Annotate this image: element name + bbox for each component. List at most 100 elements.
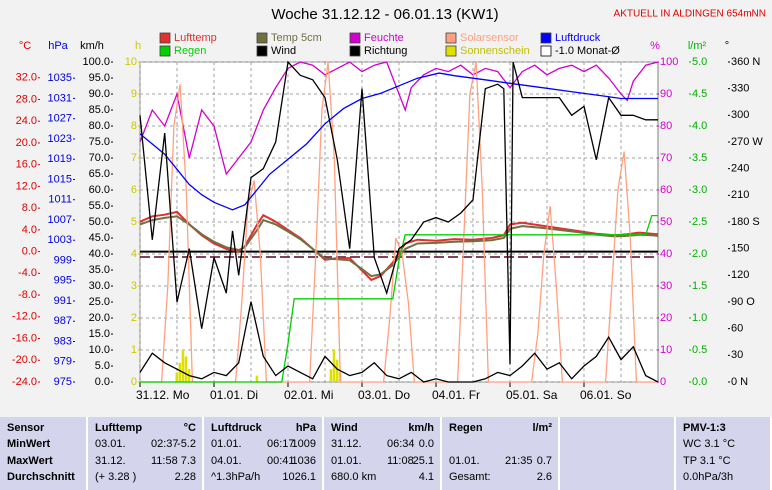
x-tick-label: 01.01. Di	[210, 388, 258, 402]
table-cell: Lufttemp	[95, 422, 143, 434]
legend-swatch	[256, 45, 268, 57]
table-cell: TP 3.1 °C	[683, 454, 731, 467]
y-tick-label: 995	[54, 275, 72, 287]
table-cell: 4.1	[418, 471, 434, 483]
table-cell: 2.28	[174, 471, 196, 483]
y-tick-label: 25.0	[89, 296, 110, 308]
table-cell: 0.0	[418, 438, 434, 450]
table-cell: l/m²	[532, 422, 552, 434]
bar	[255, 375, 259, 382]
table-column	[560, 417, 676, 490]
y-tick-label: 4.5	[692, 88, 707, 100]
y-tick-label: 95.0	[89, 72, 110, 84]
table-cell: 31.12.	[95, 454, 126, 467]
y-tick-label: 85.0	[89, 104, 110, 116]
y-tick-label: 28.0	[16, 93, 37, 105]
axis-title: l/m²	[688, 40, 707, 52]
y-tick-label: 1.5	[692, 280, 707, 292]
table-cell: 01.01.	[331, 454, 362, 467]
y-tick-label: 80.0	[89, 120, 110, 132]
y-tick-label: -4.0	[18, 267, 37, 279]
y-tick-label: 15.0	[89, 328, 110, 340]
x-tick-label: 06.01. So	[580, 388, 632, 402]
table-column	[442, 417, 560, 490]
y-tick-label: 60	[660, 184, 672, 196]
y-tick-label: 1011	[48, 194, 72, 206]
legend-swatch	[349, 45, 361, 57]
y-tick-label: 1.0	[692, 312, 707, 324]
table-cell: km/h	[408, 422, 434, 434]
table-cell: 31.12.	[331, 438, 362, 450]
series-line	[139, 72, 658, 211]
y-tick-label: 75.0	[89, 136, 110, 148]
y-tick-label: -12.0	[12, 311, 37, 323]
x-tick-label: 03.01. Do	[358, 388, 410, 402]
y-tick-label: 240	[731, 163, 749, 175]
table-column	[88, 417, 204, 490]
bar	[181, 350, 185, 382]
table-cell: Regen	[449, 422, 483, 434]
series-line	[139, 60, 658, 365]
y-tick-label: 975	[54, 376, 72, 388]
y-tick-label: 100.0	[82, 56, 110, 68]
y-tick-label: 30	[660, 280, 672, 292]
table-cell: Durchschnitt	[7, 471, 75, 483]
y-tick-label: 10.0	[89, 344, 110, 356]
legend-label: Wind	[271, 45, 296, 57]
table-cell: 680.0 km	[331, 471, 377, 483]
table-cell: MaxWert	[7, 454, 53, 467]
legend-label: Lufttemp	[174, 32, 217, 44]
chart-subtitle: AKTUELL IN ALDINGEN 654mNN	[614, 9, 766, 20]
chart-title: Woche 31.12.12 - 06.01.13 (KW1)	[271, 6, 498, 23]
legend-swatch	[349, 32, 361, 44]
table-cell: Luftdruck	[211, 422, 262, 434]
y-tick-label: 32.0	[16, 72, 37, 84]
y-tick-label: 100	[660, 56, 678, 68]
y-tick-label: 1023	[48, 133, 72, 145]
y-tick-label: 65.0	[89, 168, 110, 180]
table-cell: 00:41	[267, 454, 295, 467]
x-tick-label: 05.01. Sa	[506, 388, 558, 402]
y-tick-label: 4.0	[22, 224, 37, 236]
table-cell: 06:17	[267, 438, 295, 450]
bar	[175, 372, 179, 382]
y-tick-label: 150	[731, 243, 749, 255]
y-tick-label: 12.0	[16, 180, 37, 192]
y-tick-label: 0.0	[692, 376, 707, 388]
y-tick-label: 90.0	[89, 88, 110, 100]
table-cell: 0.0hPa/3h	[683, 471, 734, 483]
table-cell: 2.6	[536, 471, 552, 483]
table-cell: 11:58	[151, 454, 178, 467]
x-tick-label: 31.12. Mo	[136, 388, 190, 402]
table-cell: 04.01.	[211, 454, 242, 467]
table-cell: 21:35	[505, 454, 533, 467]
y-tick-label: 30.0	[89, 280, 110, 292]
series-line	[139, 301, 659, 383]
y-tick-label: 90 O	[731, 296, 755, 308]
y-tick-label: 55.0	[89, 200, 110, 212]
table-cell: WC 3.1 °C	[683, 438, 736, 450]
y-tick-label: 1007	[48, 214, 72, 226]
y-tick-label: 360 N	[731, 56, 760, 68]
legend-swatch	[159, 32, 171, 44]
table-column	[324, 417, 442, 490]
bar	[335, 359, 339, 382]
legend-label: Richtung	[364, 45, 407, 57]
y-tick-label: 10	[660, 344, 672, 356]
y-tick-label: 24.0	[16, 115, 37, 127]
table-cell: Gesamt:	[449, 471, 491, 483]
y-tick-label: 30	[731, 349, 743, 361]
y-tick-label: -8.0	[18, 289, 37, 301]
y-tick-label: -20.0	[12, 354, 37, 366]
y-tick-label: 2.5	[692, 216, 707, 228]
y-tick-label: 50	[660, 216, 672, 228]
legend-label: Sonnenschein	[460, 45, 530, 57]
axis-title: km/h	[80, 40, 104, 52]
axis-title: °C	[19, 40, 31, 52]
y-tick-label: 0.5	[692, 344, 707, 356]
axis-title: h	[135, 40, 141, 52]
y-tick-label: 70	[660, 152, 672, 164]
legend-label: Luftdruck	[555, 32, 601, 44]
y-tick-label: 70.0	[89, 152, 110, 164]
